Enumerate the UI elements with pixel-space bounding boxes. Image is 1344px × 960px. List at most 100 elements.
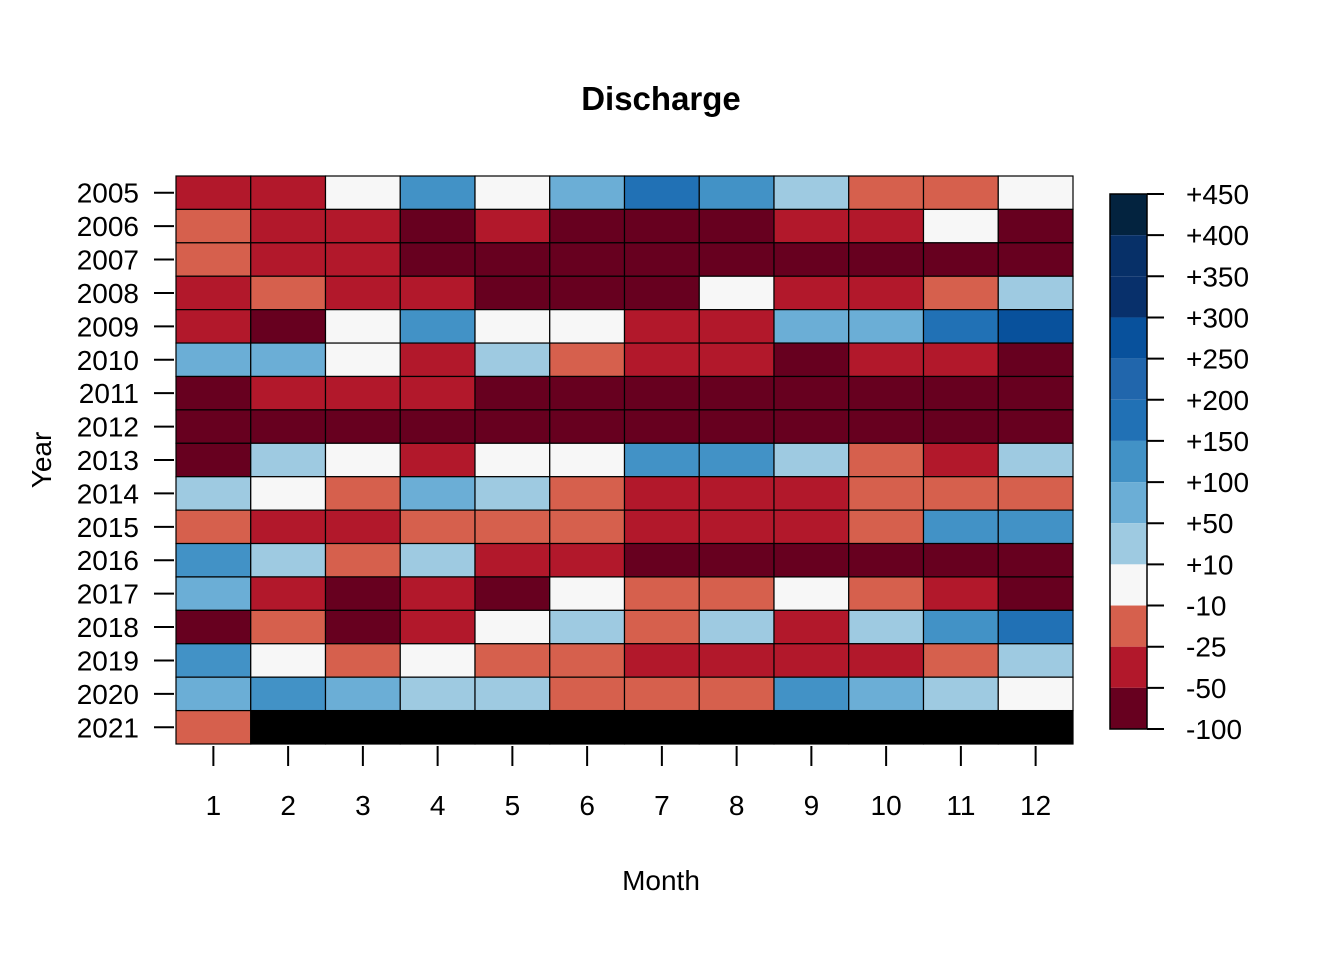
- heatmap-cell-2021-9: [773, 709, 850, 745]
- heatmap-cell-2016-5: [474, 542, 551, 578]
- heatmap-cell-2009-8: [698, 309, 775, 344]
- heatmap-cell-2009-9: [773, 309, 850, 344]
- heatmap-cell-2014-7: [623, 476, 700, 511]
- heatmap-cell-2018-6: [549, 609, 626, 645]
- heatmap-cell-2008-9: [773, 275, 850, 311]
- heatmap-cell-2013-10: [848, 442, 925, 478]
- heatmap-cell-2019-11: [922, 643, 999, 678]
- heatmap-cell-2008-10: [848, 275, 925, 311]
- legend-label--100: -100: [1186, 714, 1242, 745]
- heatmap-cell-2019-9: [773, 643, 850, 678]
- legend-swatch--50: [1110, 646, 1147, 688]
- heatmap-cell-2006-10: [848, 208, 925, 244]
- heatmap-cell-2011-5: [474, 375, 551, 411]
- heatmap-cell-2017-10: [848, 576, 925, 611]
- heatmap-cell-2018-12: [997, 609, 1074, 645]
- y-tick-label-2018: 2018: [77, 612, 139, 643]
- heatmap-cell-2016-3: [324, 542, 401, 578]
- x-tick-label-6: 6: [579, 790, 595, 821]
- legend-label-+100: +100: [1186, 467, 1249, 498]
- heatmap-cell-2019-4: [399, 643, 476, 678]
- heatmap-cell-2007-12: [997, 242, 1074, 277]
- heatmap-cell-2015-8: [698, 509, 775, 545]
- heatmap-cell-2010-4: [399, 342, 476, 378]
- heatmap-cell-2010-1: [175, 342, 252, 378]
- heatmap-cell-2005-7: [623, 175, 700, 211]
- legend-swatch-+100: [1110, 440, 1147, 483]
- heatmap-cell-2010-12: [997, 342, 1074, 378]
- heatmap-cell-2019-6: [549, 643, 626, 678]
- heatmap-cell-2011-10: [848, 375, 925, 411]
- heatmap-cell-2006-12: [997, 208, 1074, 244]
- legend-swatch-+200: [1110, 358, 1147, 400]
- heatmap-cell-2005-8: [698, 175, 775, 211]
- y-tick-label-2020: 2020: [77, 679, 139, 710]
- x-tick-label-1: 1: [206, 790, 222, 821]
- x-tick-label-12: 12: [1020, 790, 1051, 821]
- heatmap-cell-2017-5: [474, 576, 551, 611]
- heatmap-cell-2013-1: [175, 442, 252, 478]
- heatmap-cell-2017-9: [773, 576, 850, 611]
- heatmap-cell-2020-12: [997, 676, 1074, 712]
- heatmap-cell-2020-9: [773, 676, 850, 712]
- heatmap-cells: [175, 175, 1074, 745]
- heatmap-cell-2014-2: [250, 476, 327, 511]
- heatmap-cell-2019-10: [848, 643, 925, 678]
- heatmap-cell-2006-5: [474, 208, 551, 244]
- heatmap-cell-2018-11: [922, 609, 999, 645]
- heatmap-cell-2012-12: [997, 409, 1074, 444]
- heatmap-cell-2005-4: [399, 175, 476, 211]
- heatmap-cell-2014-9: [773, 476, 850, 511]
- y-tick-label-2017: 2017: [77, 579, 139, 610]
- legend-label-+450: +450: [1186, 179, 1249, 210]
- heatmap-cell-2015-1: [175, 509, 252, 545]
- heatmap-cell-2020-10: [848, 676, 925, 712]
- x-tick-label-8: 8: [729, 790, 745, 821]
- heatmap-cell-2008-5: [474, 275, 551, 311]
- heatmap-cell-2006-2: [250, 208, 327, 244]
- heatmap-cell-2010-6: [549, 342, 626, 378]
- heatmap-cell-2020-6: [549, 676, 626, 712]
- heatmap-cell-2021-3: [324, 709, 401, 745]
- heatmap-cell-2017-6: [549, 576, 626, 611]
- heatmap-cell-2012-4: [399, 409, 476, 444]
- heatmap-cell-2015-12: [997, 509, 1074, 545]
- heatmap-cell-2014-10: [848, 476, 925, 511]
- heatmap-cell-2013-9: [773, 442, 850, 478]
- heatmap-cell-2012-6: [549, 409, 626, 444]
- heatmap-cell-2007-1: [175, 242, 252, 277]
- heatmap-cell-2005-9: [773, 175, 850, 211]
- x-tick-label-2: 2: [280, 790, 296, 821]
- heatmap-cell-2008-1: [175, 275, 252, 311]
- heatmap-cell-2018-7: [623, 609, 700, 645]
- heatmap-cell-2012-5: [474, 409, 551, 444]
- heatmap-cell-2009-10: [848, 309, 925, 344]
- heatmap-cell-2020-2: [250, 676, 327, 712]
- heatmap-cell-2006-9: [773, 208, 850, 244]
- y-tick-label-2005: 2005: [77, 178, 139, 209]
- x-tick-label-4: 4: [430, 790, 446, 821]
- heatmap-cell-2016-2: [250, 542, 327, 578]
- heatmap-cell-2009-11: [922, 309, 999, 344]
- heatmap-cell-2009-7: [623, 309, 700, 344]
- heatmap-cell-2019-3: [324, 643, 401, 678]
- legend-label-+300: +300: [1186, 302, 1249, 333]
- x-axis-label: Month: [622, 865, 700, 896]
- heatmap-cell-2010-10: [848, 342, 925, 378]
- legend-label--50: -50: [1186, 673, 1226, 704]
- heatmap-cell-2005-5: [474, 175, 551, 211]
- heatmap-cell-2014-3: [324, 476, 401, 511]
- heatmap-cell-2010-5: [474, 342, 551, 378]
- heatmap-cell-2017-8: [698, 576, 775, 611]
- y-tick-label-2013: 2013: [77, 445, 139, 476]
- heatmap-cell-2021-12: [997, 709, 1074, 745]
- heatmap-cell-2007-11: [922, 242, 999, 277]
- heatmap-cell-2015-5: [474, 509, 551, 545]
- heatmap-cell-2007-8: [698, 242, 775, 277]
- heatmap-cell-2016-10: [848, 542, 925, 578]
- heatmap-cell-2021-5: [474, 709, 551, 745]
- legend-label-+200: +200: [1186, 385, 1249, 416]
- legend-swatch-+400: [1110, 194, 1147, 236]
